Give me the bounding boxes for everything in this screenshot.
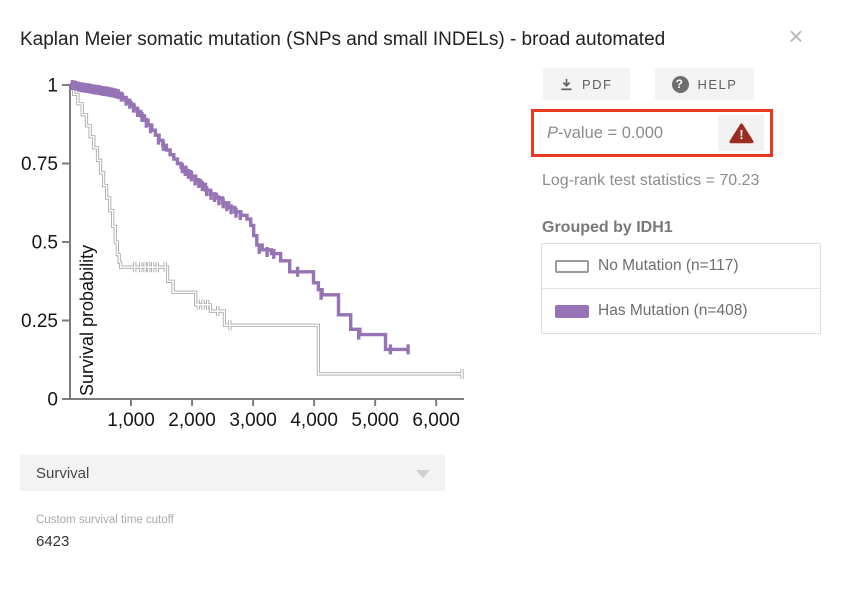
warning-button[interactable]: ! bbox=[718, 115, 764, 151]
x-tick-label: 5,000 bbox=[351, 410, 399, 431]
survival-column-dropdown[interactable]: Survival bbox=[20, 455, 445, 491]
km-plot: 0 0.25 0.5 0.75 1 1,000 2,000 3,000 4,000 5,000 6,… bbox=[21, 76, 464, 431]
y-axis-title: Survival probability bbox=[77, 245, 97, 396]
legend-item-has-mutation: Has Mutation (n=408) bbox=[542, 288, 820, 333]
x-tick-label: 2,000 bbox=[168, 410, 216, 431]
legend-item-no-mutation: No Mutation (n=117) bbox=[542, 244, 820, 288]
axes bbox=[69, 85, 464, 400]
y-tick-label: 0.75 bbox=[21, 154, 58, 175]
help-icon: ? bbox=[671, 75, 689, 93]
page-title: Kaplan Meier somatic mutation (SNPs and … bbox=[20, 29, 666, 50]
toolbar: PDF ? HELP bbox=[543, 68, 755, 100]
close-icon[interactable]: × bbox=[788, 21, 804, 51]
x-tick-label: 1,000 bbox=[107, 410, 155, 431]
x-tick-label: 4,000 bbox=[290, 410, 338, 431]
warning-triangle-icon: ! bbox=[729, 123, 753, 143]
p-value-symbol: P bbox=[547, 123, 559, 142]
y-tick-label: 0.25 bbox=[21, 311, 58, 332]
no-mutation-swatch bbox=[555, 259, 589, 273]
km-curve-has-mutation bbox=[70, 80, 410, 355]
has-mutation-swatch bbox=[555, 304, 589, 318]
grouped-by-heading: Grouped by IDH1 bbox=[542, 219, 673, 236]
y-tick-label: 0.5 bbox=[32, 233, 58, 254]
download-icon bbox=[560, 78, 573, 91]
km-curve-no-mutation-core bbox=[70, 84, 463, 379]
p-value-text: P-value = 0.000 bbox=[547, 124, 663, 143]
cutoff-field-label: Custom survival time cutoff bbox=[36, 514, 174, 526]
x-tick-label: 3,000 bbox=[229, 410, 277, 431]
x-tick-label: 6,000 bbox=[412, 410, 460, 431]
km-curve-no-mutation bbox=[70, 83, 464, 379]
p-value-highlight-box: P-value = 0.000 ! bbox=[531, 109, 773, 157]
legend-box: No Mutation (n=117) Has Mutation (n=408) bbox=[541, 243, 821, 334]
dropdown-selected-value: Survival bbox=[36, 464, 90, 482]
svg-text:!: ! bbox=[739, 128, 743, 142]
chevron-down-icon bbox=[416, 470, 430, 478]
y-tick-label: 1 bbox=[47, 76, 58, 97]
legend-label: No Mutation (n=117) bbox=[598, 257, 739, 274]
p-value-rest: -value = 0.000 bbox=[558, 123, 664, 142]
log-rank-statistic: Log-rank test statistics = 70.23 bbox=[542, 172, 760, 189]
help-button[interactable]: ? HELP bbox=[654, 68, 755, 100]
legend-label: Has Mutation (n=408) bbox=[598, 302, 748, 319]
pdf-button[interactable]: PDF bbox=[543, 68, 630, 100]
cutoff-input[interactable]: 6423 bbox=[36, 533, 70, 550]
pdf-button-label: PDF bbox=[582, 76, 613, 92]
help-button-label: HELP bbox=[697, 76, 738, 92]
y-tick-label: 0 bbox=[47, 390, 58, 411]
